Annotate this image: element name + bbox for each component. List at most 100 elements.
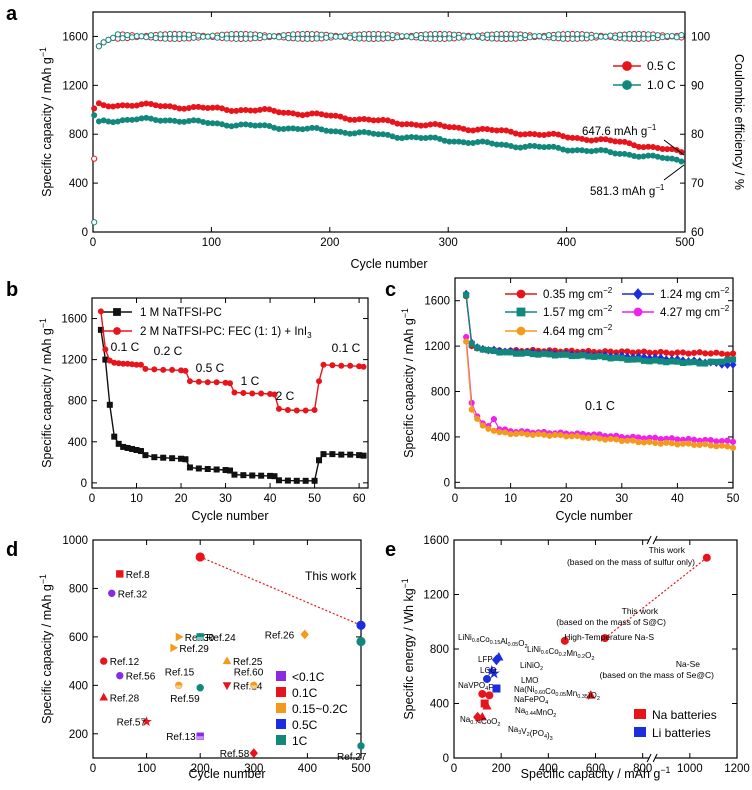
capacity-point	[171, 117, 178, 124]
y-tick-label: 800	[431, 387, 450, 399]
capacity-point	[110, 103, 117, 110]
marker-shape	[137, 448, 144, 455]
y-tick-label: 0	[443, 753, 449, 765]
marker-shape	[729, 350, 737, 357]
marker-shape	[564, 30, 571, 38]
x-tick-label: 800	[633, 763, 652, 775]
x-tick-label: 1000	[677, 763, 703, 775]
marker-shape	[685, 440, 692, 447]
y-tick-label: 0	[444, 477, 450, 489]
data-point	[629, 356, 637, 363]
data-point	[702, 350, 709, 357]
marker-shape	[141, 716, 152, 727]
marker-shape	[111, 433, 118, 440]
marker-shape	[496, 429, 503, 436]
marker-shape	[668, 358, 675, 365]
marker-shape	[275, 477, 282, 484]
battery-point	[477, 711, 487, 721]
data-point	[186, 378, 193, 385]
efficiency-point	[147, 32, 155, 39]
data-point	[142, 452, 149, 459]
marker-shape	[679, 359, 687, 366]
x-tick-label: 0	[90, 237, 96, 249]
chem-label: LCO	[480, 666, 496, 675]
data-point	[574, 432, 581, 440]
marker-shape	[116, 671, 124, 680]
marker-shape	[650, 152, 657, 159]
data-point	[474, 415, 481, 422]
efficiency-point	[484, 31, 491, 38]
efficiency-point	[166, 30, 174, 38]
rate-annotation: 0.1 C	[332, 341, 361, 355]
efficiency-point	[498, 35, 505, 42]
annotation-1-0c: 581.3 mAh g−1	[590, 183, 665, 198]
data-point	[293, 477, 300, 484]
reference-point	[100, 657, 108, 665]
marker-shape	[361, 128, 368, 135]
reference-point	[141, 716, 152, 727]
marker-shape	[338, 362, 345, 369]
marker-shape	[106, 401, 113, 408]
legend-label: 1.24 mg cm−2	[660, 286, 730, 301]
legend-marker	[622, 61, 632, 71]
legend-marker	[622, 80, 632, 90]
capacity-point	[512, 130, 519, 137]
efficiency-point	[318, 31, 325, 38]
marker-shape	[252, 35, 259, 42]
data-point	[690, 441, 698, 449]
x-axis-title: Specific capacity / mAh g−1	[521, 765, 671, 781]
marker-shape	[586, 690, 596, 699]
efficiency-point	[507, 35, 515, 42]
marker-shape	[685, 359, 692, 366]
data-point	[607, 435, 614, 443]
capacity-point	[531, 142, 538, 149]
marker-shape	[613, 436, 620, 443]
efficiency-point	[555, 31, 562, 38]
marker-shape	[579, 434, 586, 441]
legend-label: 0.1C	[292, 686, 318, 700]
data-point	[524, 431, 531, 438]
legend-label: 1.0 C	[647, 78, 676, 92]
data-point	[513, 430, 520, 437]
marker-shape	[356, 636, 366, 647]
marker-shape	[213, 466, 220, 473]
capacity-point	[422, 122, 429, 129]
battery-point	[482, 701, 492, 710]
marker-shape	[304, 35, 311, 42]
marker-shape	[356, 35, 363, 42]
marker-shape	[119, 35, 126, 42]
reference-label: Ref.15	[165, 667, 195, 678]
legend-swatch	[276, 735, 286, 745]
efficiency-point	[119, 35, 126, 42]
efficiency-point	[451, 31, 458, 38]
data-point	[468, 406, 475, 413]
marker-shape	[320, 451, 327, 458]
data-point	[97, 308, 104, 315]
chem-label: LFP	[478, 655, 493, 664]
marker-shape	[479, 34, 486, 41]
data-point	[696, 360, 703, 367]
battery-point	[586, 690, 596, 699]
marker-shape	[451, 31, 458, 38]
marker-shape	[329, 362, 336, 369]
x-tick-label: 200	[191, 763, 210, 775]
reference-point	[116, 671, 124, 680]
data-point	[551, 352, 559, 359]
data-point	[275, 405, 282, 412]
x-tick-label: 400	[298, 763, 317, 775]
x-tick-label: 600	[586, 763, 605, 775]
axis-break-mark	[646, 535, 658, 545]
efficiency-point	[645, 31, 652, 38]
rate-annotation: 1 C	[241, 374, 260, 388]
data-point	[329, 451, 336, 458]
data-point	[685, 359, 692, 366]
efficiency-point	[649, 35, 657, 42]
marker-shape	[289, 31, 297, 38]
marker-shape	[413, 32, 420, 39]
marker-shape	[223, 35, 230, 42]
marker-shape	[446, 35, 453, 42]
marker-shape	[596, 353, 603, 360]
efficiency-point	[228, 31, 235, 38]
capacity-point	[441, 123, 448, 130]
x-tick-label: 30	[219, 493, 232, 505]
